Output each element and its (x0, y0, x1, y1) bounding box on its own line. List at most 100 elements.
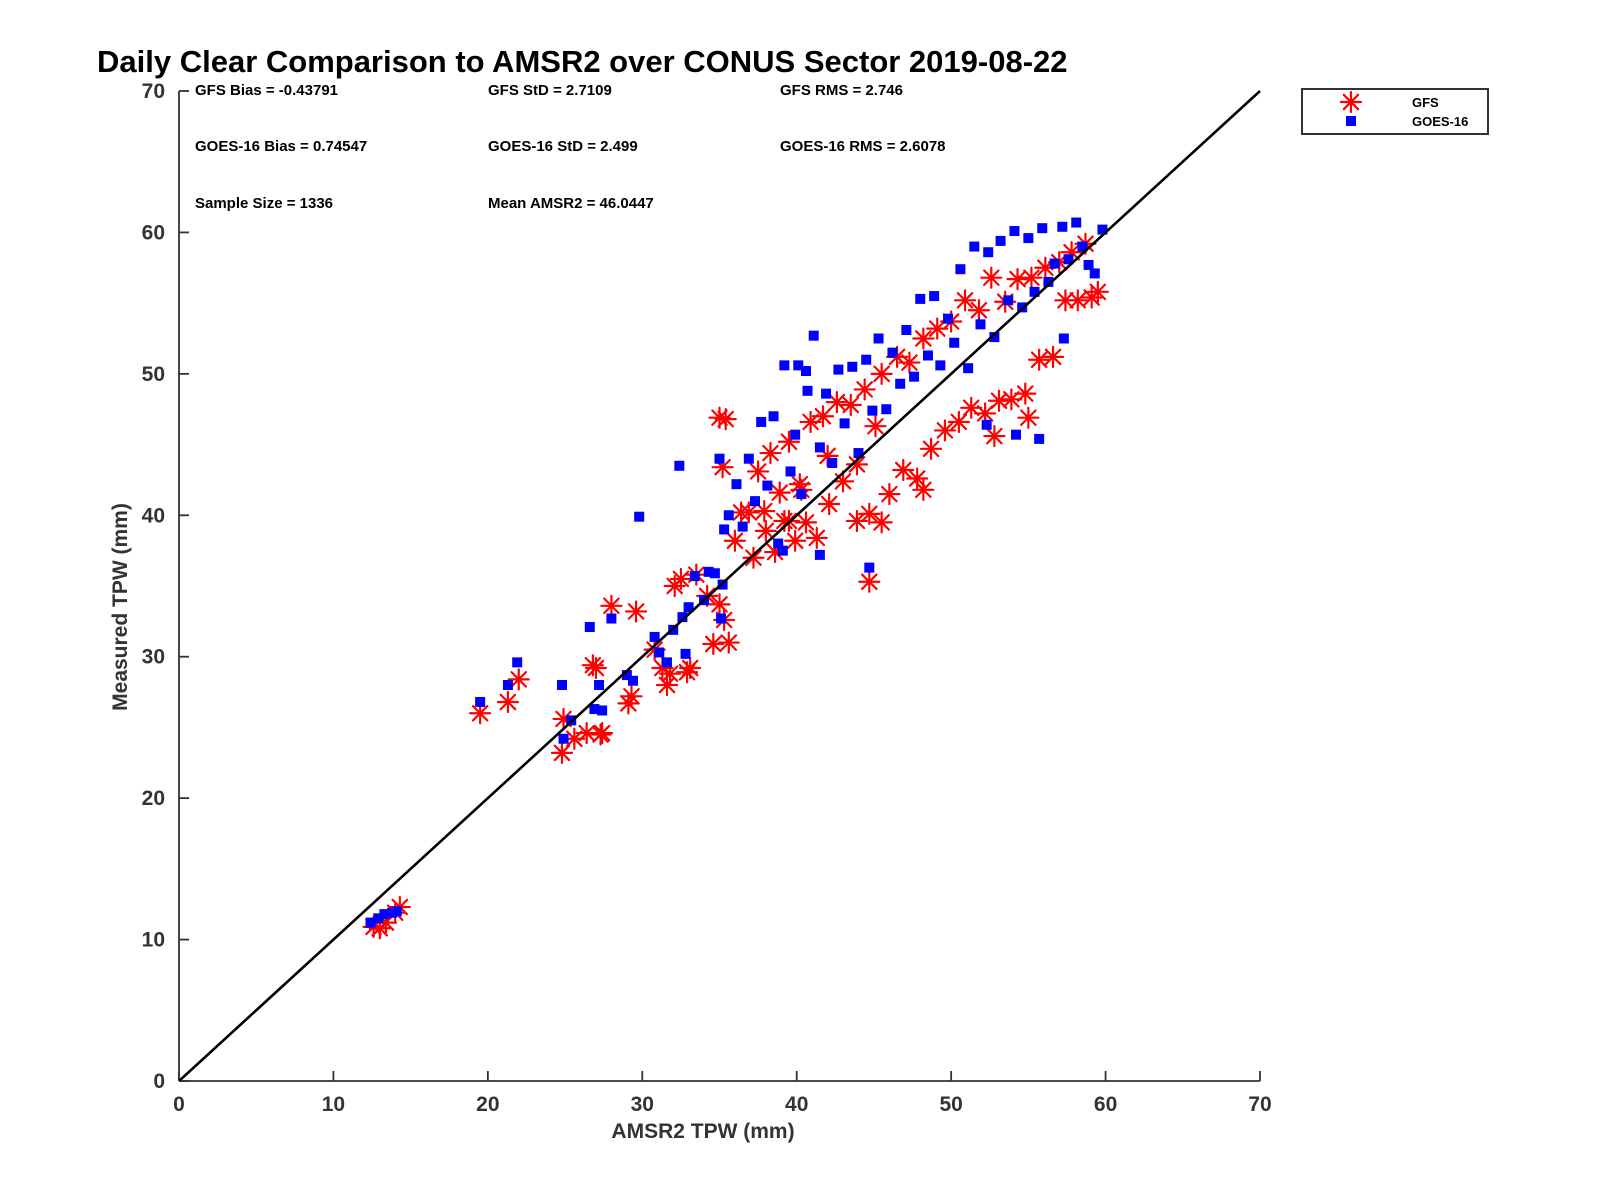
gfs-point (967, 299, 991, 322)
goes16-point (475, 696, 486, 707)
goes16-point (839, 418, 850, 429)
gfs-point (892, 458, 915, 482)
goes16-point (1063, 254, 1074, 265)
gfs-point (679, 656, 702, 680)
goes16-point (867, 405, 878, 416)
goes16-point (853, 448, 864, 459)
gfs-point (754, 519, 777, 542)
gfs-point (737, 501, 760, 524)
goes16-point (606, 613, 617, 624)
goes16-point (995, 235, 1006, 246)
x-tick-label: 30 (631, 1093, 654, 1116)
gfs-point (1014, 382, 1037, 405)
gfs-point (759, 441, 782, 465)
y-axis-label: Measured TPW (mm) (109, 503, 132, 711)
stat-goes-bias: GOES-16 Bias = 0.74547 (195, 138, 367, 155)
goes16-point (373, 913, 384, 924)
goes16-point (981, 419, 992, 430)
stat-gfs-bias: GFS Bias = -0.43791 (195, 82, 338, 99)
goes16-point (793, 360, 804, 371)
gfs-point (1041, 345, 1065, 368)
gfs-point (878, 482, 901, 506)
gfs-point (1028, 348, 1051, 371)
goes16-point (887, 347, 898, 358)
gfs-point (980, 266, 1003, 289)
goes16-point (773, 538, 784, 549)
goes16-point (827, 457, 838, 468)
goes16-point (723, 510, 734, 521)
goes16-point (873, 333, 884, 344)
goes16-point (1023, 233, 1034, 244)
goes16-point (621, 670, 632, 681)
goes16-point (989, 332, 1000, 343)
goes16-point (983, 247, 994, 258)
chart-title: Daily Clear Comparison to AMSR2 over CON… (97, 44, 1068, 79)
y-tick-label: 0 (153, 1070, 165, 1093)
goes16-point (802, 385, 813, 396)
goes16-point (703, 566, 714, 577)
gfs-point (753, 499, 776, 523)
gfs-point (987, 389, 1011, 412)
goes16-point (589, 704, 600, 715)
goes16-point (814, 442, 825, 453)
stat-goes-std: GOES-16 StD = 2.499 (488, 138, 638, 155)
y-tick-label: 20 (142, 787, 165, 810)
goes16-point (512, 657, 523, 668)
goes16-point (716, 613, 727, 624)
goes16-point (975, 319, 986, 330)
gfs-point (853, 378, 876, 401)
goes16-point (929, 291, 940, 302)
goes16-point (796, 489, 807, 500)
gfs-point (805, 526, 828, 550)
goes16-point (955, 264, 966, 275)
goes16-point (895, 378, 906, 389)
gfs-point (933, 419, 957, 442)
gfs-point (912, 327, 935, 350)
gfs-point (818, 492, 841, 516)
goes16-point (1057, 221, 1068, 232)
stat-gfs-rms: GFS RMS = 2.746 (780, 82, 903, 99)
x-tick-label: 10 (322, 1093, 345, 1116)
stat-gfs-std: GFS StD = 2.7109 (488, 82, 612, 99)
y-tick-label: 30 (142, 646, 165, 669)
x-tick-label: 40 (785, 1093, 808, 1116)
goes16-point (922, 350, 933, 361)
gfs-point (1020, 266, 1043, 289)
gfs-point (742, 546, 765, 569)
gfs-point (870, 362, 893, 385)
goes16-point (861, 354, 872, 365)
x-tick-label: 20 (476, 1093, 499, 1116)
gfs-point (625, 600, 648, 623)
gfs-point (768, 481, 791, 504)
gfs-point (600, 594, 623, 617)
goes16-point (677, 612, 688, 623)
gfs-point (839, 393, 862, 417)
gfs-point (864, 415, 887, 438)
goes16-point (943, 313, 954, 324)
goes16-point (731, 479, 742, 490)
gfs-point (1006, 268, 1029, 291)
goes16-point (808, 330, 819, 341)
goes16-point (800, 366, 811, 377)
gfs-point (591, 721, 614, 745)
gfs-point (912, 478, 935, 501)
goes16-point (821, 388, 832, 399)
stat-goes-rms: GOES-16 RMS = 2.6078 (780, 138, 946, 155)
goes16-point (1029, 286, 1040, 297)
y-tick-group: 0 10 20 30 40 50 60 70 (142, 80, 189, 1093)
goes16-point (1043, 276, 1054, 287)
goes16-point (680, 648, 691, 659)
goes16-point (909, 371, 920, 382)
y-tick-label: 40 (142, 504, 165, 527)
goes16-point (674, 460, 685, 471)
gfs-point (858, 502, 881, 525)
goes16-point (1071, 217, 1082, 228)
goes16-point (901, 325, 912, 336)
x-tick-group: 0 10 20 30 40 50 60 70 (173, 1071, 1272, 1116)
goes16-point (756, 416, 767, 427)
gfs-point (784, 529, 807, 552)
goes16-point (1003, 295, 1014, 306)
gfs-point (983, 424, 1006, 448)
gfs-point (858, 570, 881, 593)
goes16-point (847, 361, 858, 372)
